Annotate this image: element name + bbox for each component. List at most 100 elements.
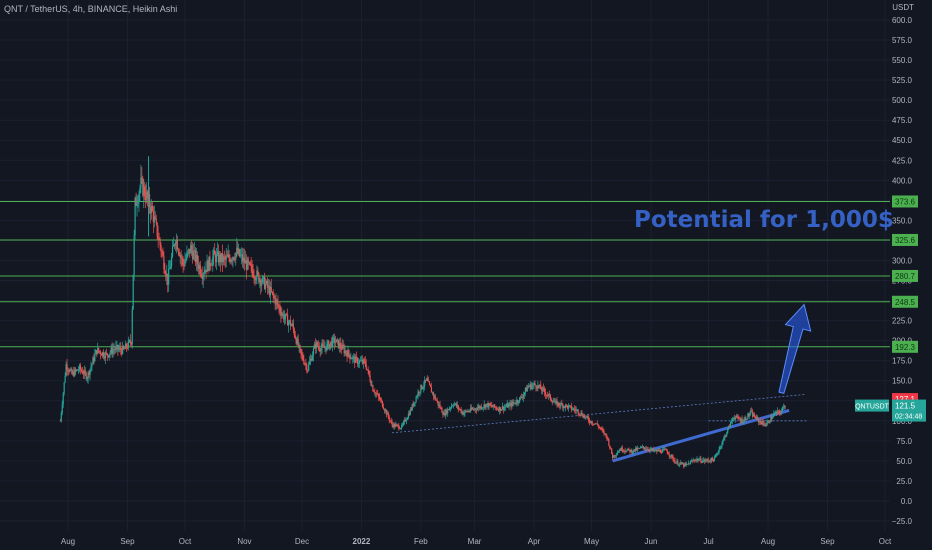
candle-body	[727, 428, 729, 433]
candle-body	[539, 384, 541, 387]
candle-body	[319, 349, 321, 352]
candle-body	[659, 449, 661, 452]
level-badge	[892, 295, 918, 308]
candle-body	[686, 463, 689, 465]
candle-body	[303, 359, 305, 364]
candle-body	[731, 419, 734, 422]
candle-body	[433, 395, 435, 397]
candle-body	[407, 413, 410, 418]
candle-body	[300, 349, 302, 354]
candle-body	[151, 205, 153, 211]
candle-body	[196, 255, 199, 264]
candle-body	[275, 299, 277, 305]
candle-body	[71, 369, 73, 374]
candle-body	[124, 343, 127, 349]
candle-body	[704, 459, 706, 462]
level-badge	[892, 195, 918, 208]
candle-body	[752, 411, 754, 417]
candle-body	[754, 417, 757, 419]
candle-body	[170, 256, 173, 267]
candle-body	[609, 445, 611, 448]
candle-body	[555, 400, 557, 402]
candle-body	[202, 274, 204, 279]
candle-body	[764, 425, 766, 427]
candle-body	[160, 244, 162, 252]
candle-body	[604, 433, 606, 435]
candle-body	[784, 405, 786, 407]
candle-body	[289, 320, 292, 327]
candle-body	[628, 448, 630, 450]
candle-body	[209, 256, 211, 266]
candle-body	[605, 433, 607, 436]
candle-body	[349, 354, 351, 359]
candle-body	[127, 340, 130, 348]
candle-body	[253, 276, 255, 278]
candle-body	[440, 408, 442, 409]
candle-body	[591, 423, 594, 425]
candle-body	[761, 420, 763, 425]
candle-body	[526, 387, 528, 392]
candle-body	[335, 339, 338, 343]
candle-body	[783, 406, 785, 408]
candle-body	[459, 408, 461, 410]
candle-body	[750, 410, 752, 414]
candle-body	[183, 264, 185, 266]
candle-body	[414, 402, 416, 403]
candle-body	[637, 447, 640, 449]
candle-body	[220, 253, 223, 263]
candle-body	[509, 403, 511, 405]
candle-body	[624, 450, 626, 452]
candle-body	[683, 463, 685, 467]
candle-body	[736, 415, 738, 417]
x-tick-label: 2022	[353, 537, 371, 546]
candle-body	[447, 409, 449, 414]
candle-body	[133, 234, 135, 275]
candle-body	[757, 418, 760, 423]
candle-body	[291, 323, 293, 326]
candle-body	[479, 406, 481, 409]
y-tick-label: 0.0	[901, 497, 913, 506]
candle-body	[701, 462, 703, 463]
candle-body	[371, 385, 373, 387]
candle-body	[234, 258, 236, 260]
candle-body	[171, 246, 174, 257]
candle-body	[593, 423, 596, 425]
candle-body	[446, 410, 448, 414]
candle-body	[199, 265, 201, 274]
candle-body	[471, 407, 473, 410]
candle-body	[522, 394, 525, 398]
candle-body	[481, 407, 483, 409]
candle-body	[492, 406, 494, 408]
candle-body	[559, 405, 561, 407]
candle-body	[251, 265, 253, 272]
candle-body	[462, 411, 464, 415]
candle-body	[431, 392, 433, 394]
candle-body	[277, 301, 279, 306]
candle-body	[472, 408, 474, 410]
candle-body	[782, 406, 784, 408]
candle-body	[308, 364, 310, 371]
candle-body	[333, 337, 335, 339]
candle-body	[266, 280, 269, 288]
candle-body	[108, 354, 110, 357]
candle-body	[740, 418, 742, 422]
candle-body	[496, 409, 499, 410]
candle-body	[777, 410, 780, 412]
candle-body	[218, 254, 221, 263]
candle-body	[696, 458, 698, 460]
candle-body	[134, 197, 136, 235]
candle-body	[296, 338, 298, 344]
candle-body	[480, 406, 482, 409]
candle-body	[716, 453, 718, 455]
candle-body	[372, 385, 374, 392]
candle-body	[155, 218, 157, 223]
candle-body	[139, 187, 141, 194]
target-arrow	[778, 303, 812, 394]
candle-body	[86, 378, 88, 380]
candle-body	[723, 437, 725, 440]
candle-body	[320, 347, 322, 352]
candle-body	[229, 258, 231, 262]
candle-body	[473, 408, 476, 410]
candle-body	[718, 449, 720, 453]
